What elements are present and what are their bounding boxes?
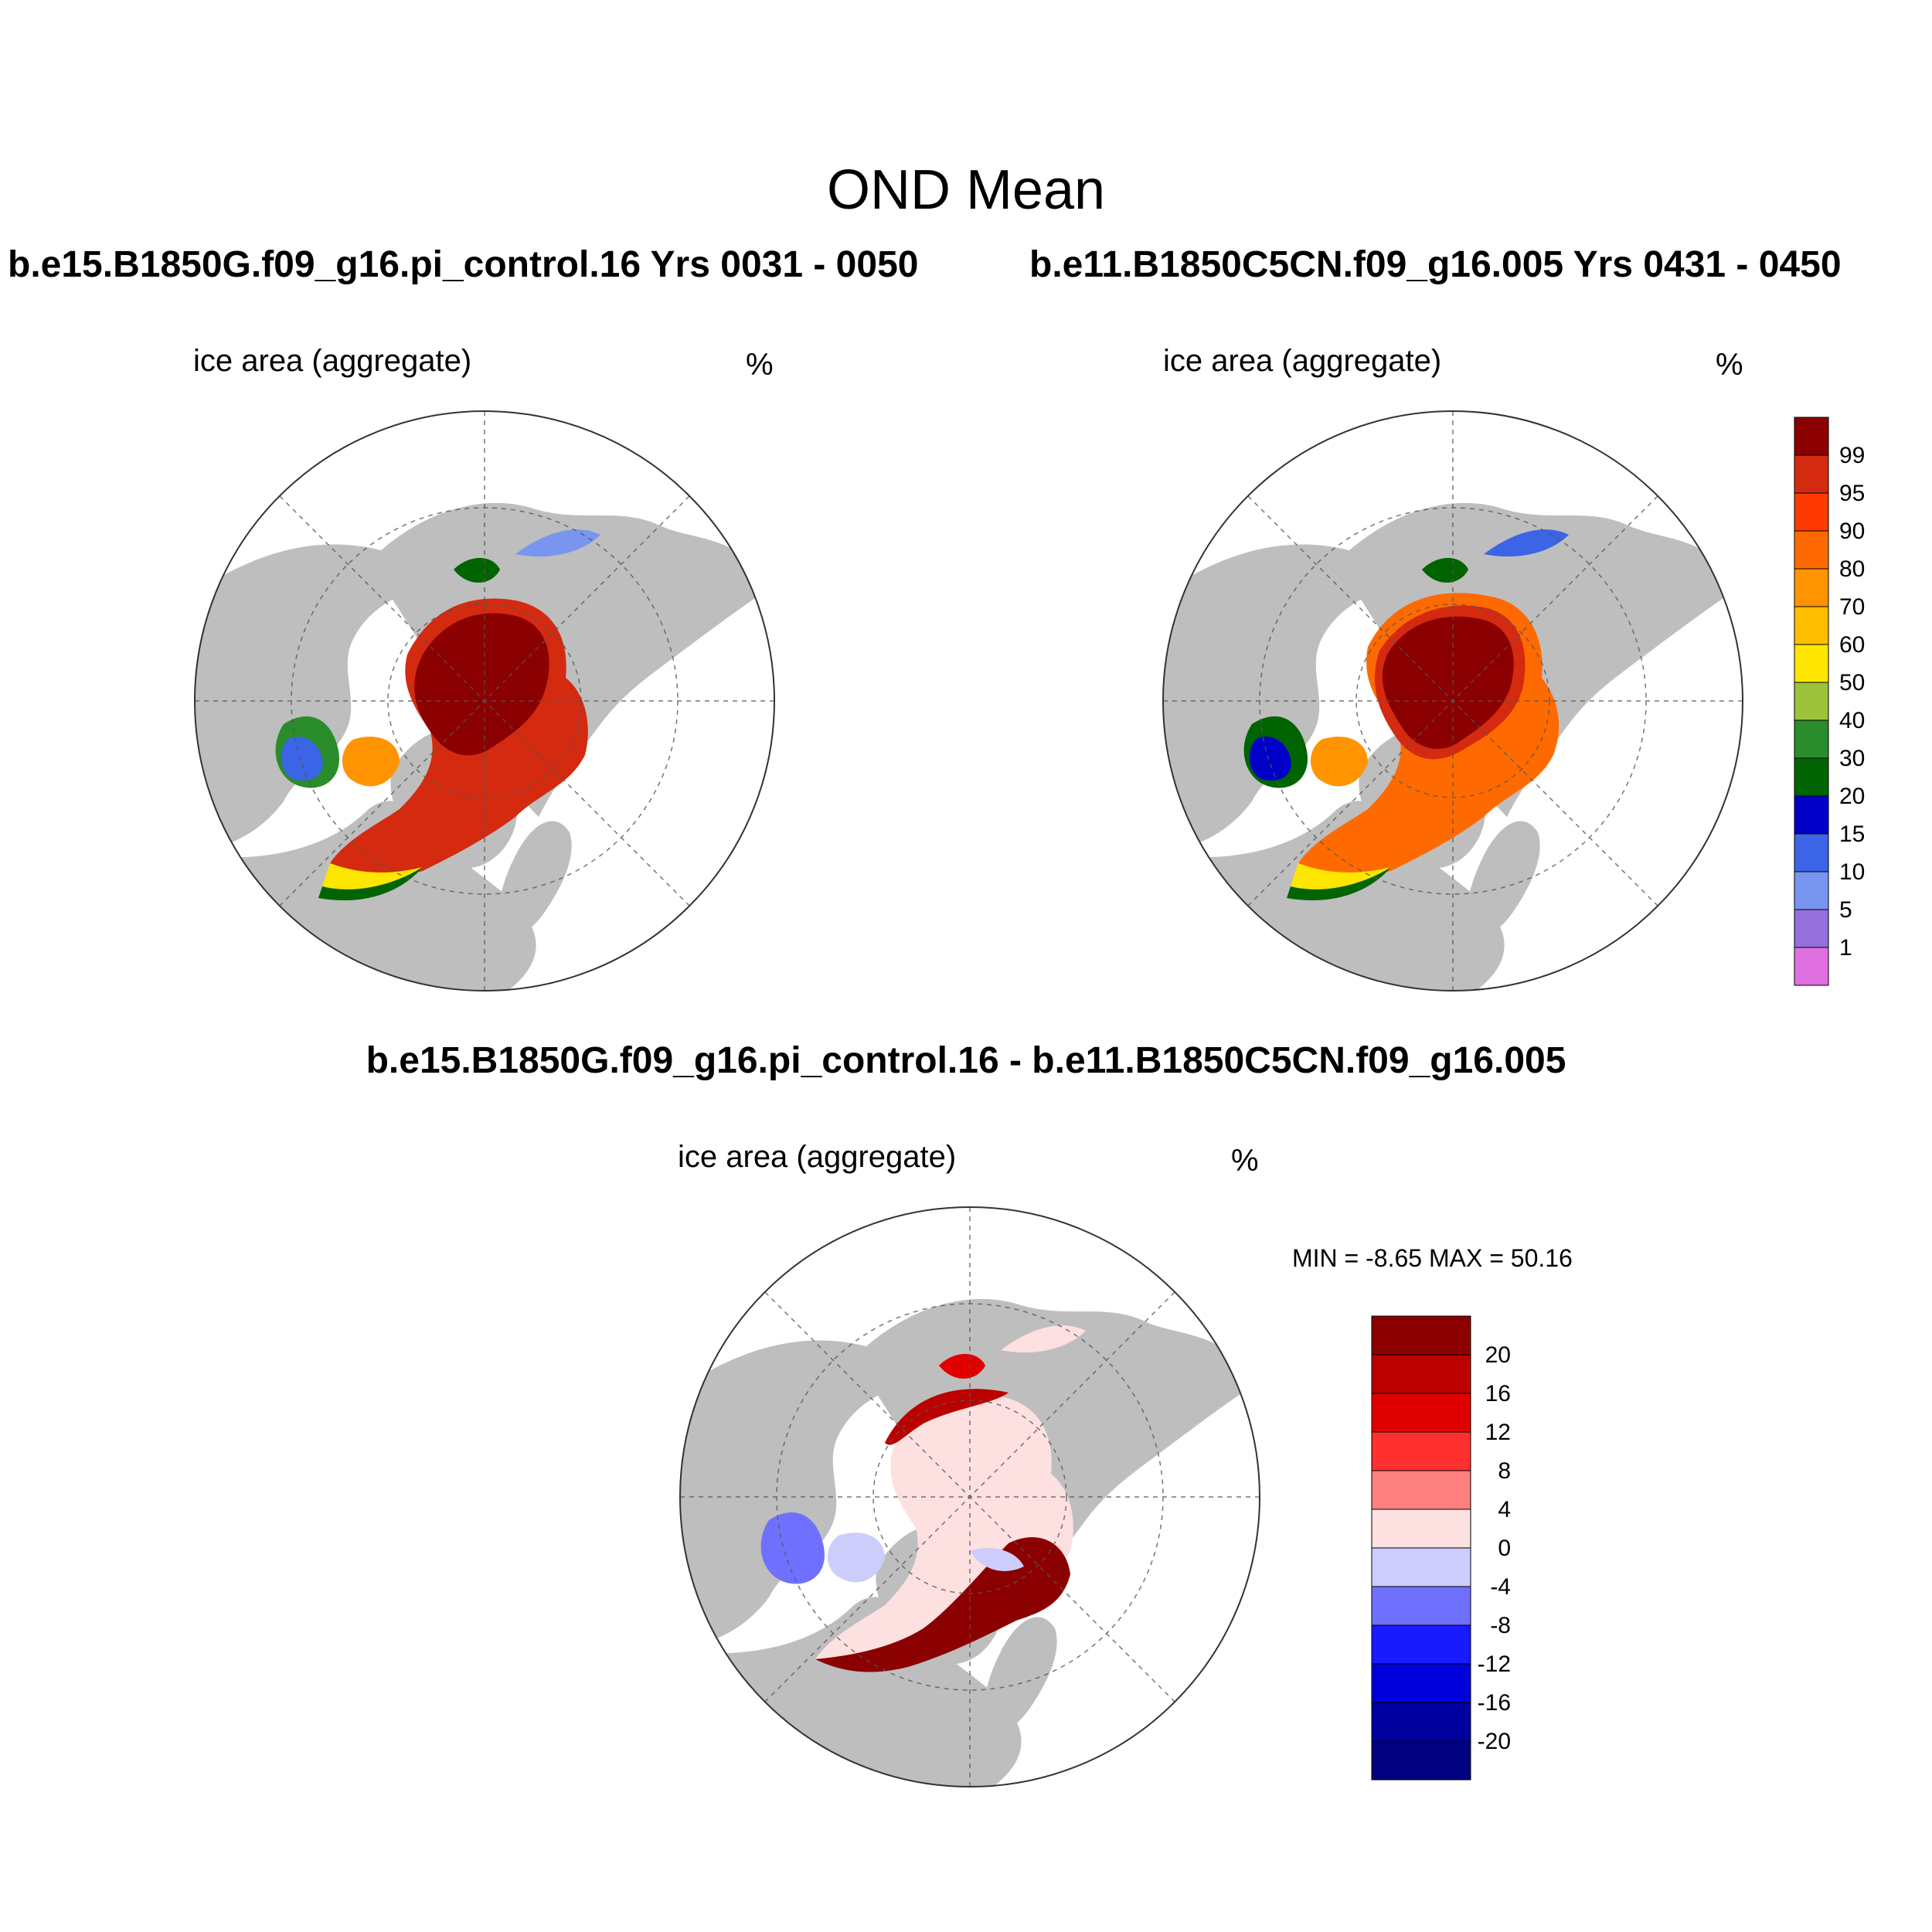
colorbar-swatch [1371,1547,1471,1587]
colorbar-swatch [1794,530,1829,570]
colorbar-tick-label: -20 [1478,1729,1511,1754]
panel-2-units: % [1716,348,1743,382]
colorbar-tick-label: 80 [1839,556,1865,582]
colorbar-swatch [1371,1586,1471,1626]
colorbar-swatch [1794,833,1829,872]
colorbar-swatch [1794,795,1829,835]
colorbar-swatch [1794,719,1829,759]
colorbar-swatch [1371,1393,1471,1433]
colorbar-tick-label: -16 [1478,1690,1511,1716]
colorbar-swatch [1371,1354,1471,1394]
colorbar-swatch [1794,682,1829,721]
colorbar-tick-label: 4 [1498,1497,1511,1522]
colorbar-tick-label: 50 [1839,670,1865,696]
colorbar-difference: 20 16 12 8 4 0 -4 -8 -12 -16 -20 [1371,1315,1511,1781]
colorbar-tick-label: 1 [1839,935,1852,961]
colorbar-tick-label: -4 [1490,1574,1511,1600]
panel-1-title: b.e15.B1850G.f09_g16.pi_control.16 Yrs 0… [8,244,919,285]
panel-3-minmax: MIN = -8.65 MAX = 50.16 [1292,1244,1573,1272]
panel-3-variable: ice area (aggregate) [678,1140,957,1174]
panel-1-units: % [746,348,774,382]
colorbar-swatch [1371,1509,1471,1549]
colorbar-tick-label: -12 [1478,1651,1511,1677]
colorbar-tick-label: 5 [1839,897,1852,923]
panel-2-title: b.e11.B1850C5CN.f09_g16.005 Yrs 0431 - 0… [1029,244,1842,285]
colorbar-swatch [1371,1663,1471,1703]
panel-2-variable: ice area (aggregate) [1163,344,1442,378]
colorbar-tick-label: 40 [1839,708,1865,733]
colorbar-swatch [1794,417,1829,456]
colorbar-tick-label: 70 [1839,594,1865,620]
colorbar-tick-label: -8 [1490,1613,1511,1638]
colorbar-tick-label: 90 [1839,519,1865,544]
colorbar-tick-label: 60 [1839,632,1865,658]
panel-3-title: b.e15.B1850G.f09_g16.pi_control.16 - b.e… [366,1040,1566,1081]
colorbar-tick-label: 0 [1498,1536,1511,1561]
colorbar-tick-label: 15 [1839,821,1865,847]
colorbar-swatch [1371,1431,1471,1471]
colorbar-tick-label: 16 [1485,1381,1511,1406]
panel-3-units: % [1231,1144,1259,1178]
colorbar-swatch [1371,1315,1471,1355]
colorbar-swatch [1794,644,1829,683]
colorbar-tick-label: 8 [1498,1458,1511,1484]
colorbar-swatch [1794,606,1829,645]
colorbar-tick-label: 30 [1839,746,1865,771]
colorbar-swatch [1794,871,1829,910]
colorbar-tick-label: 12 [1485,1420,1511,1445]
colorbar-swatch [1371,1740,1471,1781]
colorbar-swatch [1371,1624,1471,1665]
colorbar-swatch [1371,1702,1471,1742]
figure-title: OND Mean [826,159,1106,221]
colorbar-swatch [1371,1470,1471,1510]
colorbar-swatch [1794,909,1829,948]
colorbar-tick-label: 20 [1485,1342,1511,1368]
colorbar-swatch [1794,568,1829,607]
map-panel-1 [194,410,775,992]
map-panel-2 [1162,410,1743,992]
colorbar-ice-area: 99 95 90 80 70 60 50 40 30 20 15 10 5 1 [1794,417,1865,986]
colorbar-tick-label: 95 [1839,481,1865,506]
colorbar-swatch [1794,492,1829,532]
colorbar-swatch [1794,757,1829,797]
colorbar-tick-label: 10 [1839,859,1865,885]
colorbar-swatch [1794,454,1829,494]
panel-1-variable: ice area (aggregate) [193,344,472,378]
colorbar-tick-label: 20 [1839,784,1865,809]
map-panel-3 [679,1206,1260,1787]
colorbar-swatch [1794,947,1829,986]
colorbar-tick-label: 99 [1839,443,1865,468]
